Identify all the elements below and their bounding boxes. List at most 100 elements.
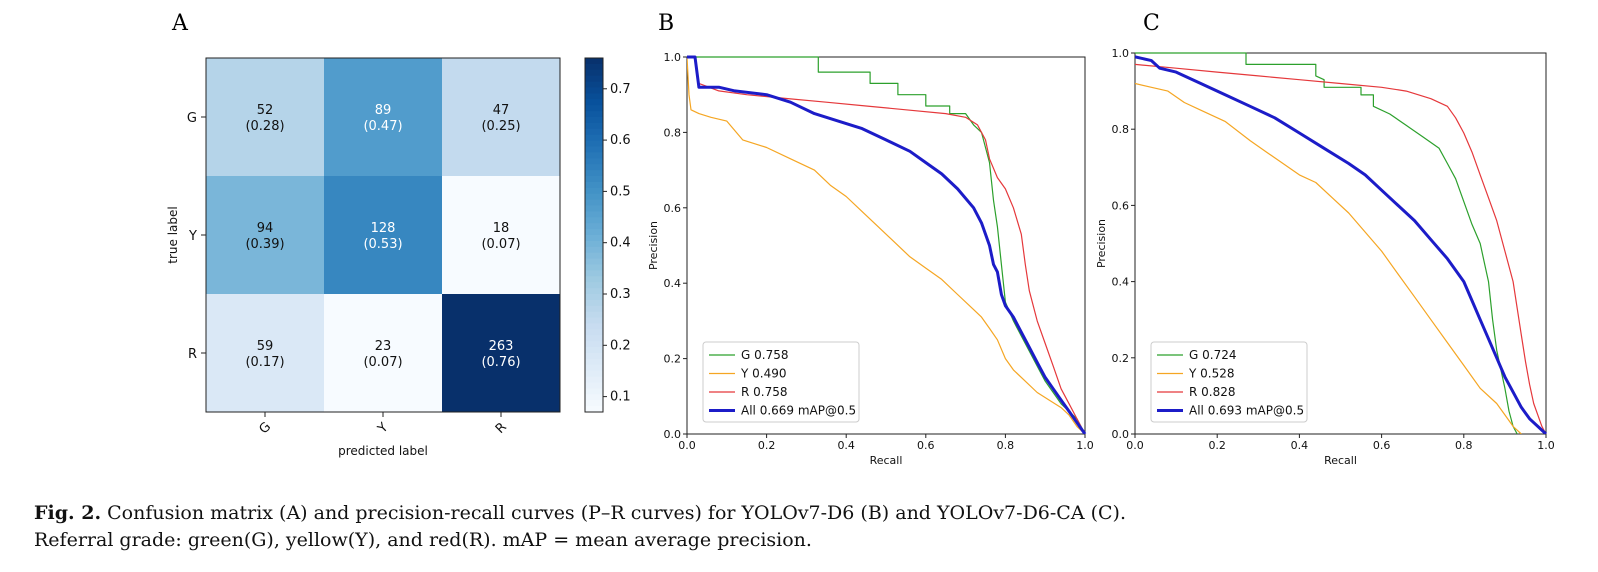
y-tick-label: 0.0 [1112,428,1130,441]
x-tick-label: 0.0 [678,439,696,452]
matrix-cell [324,58,442,176]
legend-entry: Y 0.490 [740,367,787,381]
x-tick-label: 0.6 [917,439,935,452]
colorbar-segment [585,81,603,89]
colorbar-segment [585,358,603,366]
colorbar-segment [585,376,603,384]
cell-count: 59 [257,339,274,354]
colorbar-segment [585,305,603,313]
colorbar-segment [585,370,603,378]
colorbar-segment [585,288,603,295]
y-tick-label: 0.6 [664,202,682,215]
panel-letter-c: C [1143,11,1160,36]
colorbar-segment [585,282,603,289]
x-axis-label: predicted label [338,444,428,458]
colorbar-segment [585,181,603,189]
cell-fraction: (0.25) [481,119,520,134]
colorbar-segment [585,199,603,207]
colorbar-segment [585,341,603,348]
matrix-cell [442,294,560,412]
matrix-cell [324,176,442,294]
y-tick-label: 0.4 [664,277,682,290]
cell-fraction: (0.17) [245,355,284,370]
series-line [687,56,1086,434]
cell-count: 52 [257,103,274,118]
y-tick-label: 0.4 [1112,276,1130,289]
colorbar-segment [585,335,603,342]
y-tick-label: 0.0 [664,428,682,441]
x-tick-label: G [256,419,274,437]
cell-count: 94 [257,221,274,236]
figure: A B C 52(0.28) 89(0.47) 47(0.25) 94(0.39) 12… [166,11,1555,467]
colorbar-segment [585,246,603,254]
y-tick-label: 0.8 [664,126,682,139]
legend-entry: All 0.693 mAP@0.5 [1189,404,1304,418]
colorbar-segment [585,323,603,330]
x-tick-label: 0.4 [837,439,855,452]
cell-fraction: (0.28) [245,119,284,134]
colorbar-segment [585,294,603,301]
colorbar-segment [585,63,603,71]
legend-entry: R 0.758 [741,385,788,399]
x-axis-label: Recall [1324,454,1357,467]
panel-letter-b: B [658,11,674,36]
cell-fraction: (0.47) [363,119,402,134]
colorbar-segment [585,87,603,94]
legend-entry: Y 0.528 [1188,367,1235,381]
caption-text-1: Confusion matrix (A) and precision-recal… [107,502,1127,524]
y-tick-label: 0.2 [664,353,682,366]
colorbar-segment [585,299,603,307]
colorbar-tick-label: 0.5 [610,184,631,199]
colorbar-segment [585,69,603,77]
colorbar-segment [585,176,603,183]
cell-count: 128 [371,221,396,236]
caption-line-2: Referral grade: green(G), yellow(Y), and… [34,529,812,551]
series-line [1135,52,1518,434]
colorbar-segment [585,187,603,195]
legend-entry: R 0.828 [1189,385,1236,399]
pr-curve-yolov7-d6-ca: 0.0 0.2 0.4 0.6 0.8 1.0 0.0 0.2 0.4 0.6 0.8 1.0 Reca… [1095,47,1555,467]
y-axis-label: true label [166,206,180,263]
x-tick-label: 0.8 [1455,439,1473,452]
x-tick-label: 0.0 [1126,439,1144,452]
colorbar-segment [585,270,603,277]
x-tick-label: 0.8 [997,439,1015,452]
colorbar-segment [585,364,603,372]
x-tick-label: 0.2 [758,439,776,452]
colorbar-segment [585,229,603,236]
colorbar-segment [585,353,603,360]
matrix-cell [442,176,560,294]
series-line [1135,63,1547,434]
colorbar-segment [585,128,603,136]
y-axis-label: Precision [1095,219,1108,268]
colorbar-segment [585,235,603,242]
colorbar-segment [585,223,603,230]
x-tick-label: 0.6 [1373,439,1391,452]
y-tick-label: G [187,111,197,126]
cell-fraction: (0.07) [363,355,402,370]
cell-count: 18 [493,221,510,236]
colorbar-segment [585,276,603,283]
colorbar-segment [585,382,603,389]
series-line [687,56,1086,434]
colorbar-segment [585,93,603,100]
matrix-cell [206,58,324,176]
x-axis-label: Recall [870,454,903,467]
legend-box [702,341,860,423]
x-tick-label: 1.0 [1076,439,1094,452]
cell-fraction: (0.76) [481,355,520,370]
x-tick-label: Y [375,420,392,437]
series-line [1135,55,1548,434]
matrix-cell [442,58,560,176]
series-line [687,56,1086,434]
colorbar-tick-label: 0.4 [610,236,631,251]
colorbar-segment [585,400,603,407]
colorbar-segment [585,111,603,118]
colorbar-segment [585,99,603,106]
cell-count: 89 [375,103,392,118]
caption-line-1: Fig. 2. Confusion matrix (A) and precisi… [34,500,1574,527]
colorbar-segment [585,58,603,65]
cell-count: 263 [489,339,514,354]
colorbar-tick-label: 0.7 [610,82,631,97]
y-tick-label: 1.0 [1112,47,1130,60]
